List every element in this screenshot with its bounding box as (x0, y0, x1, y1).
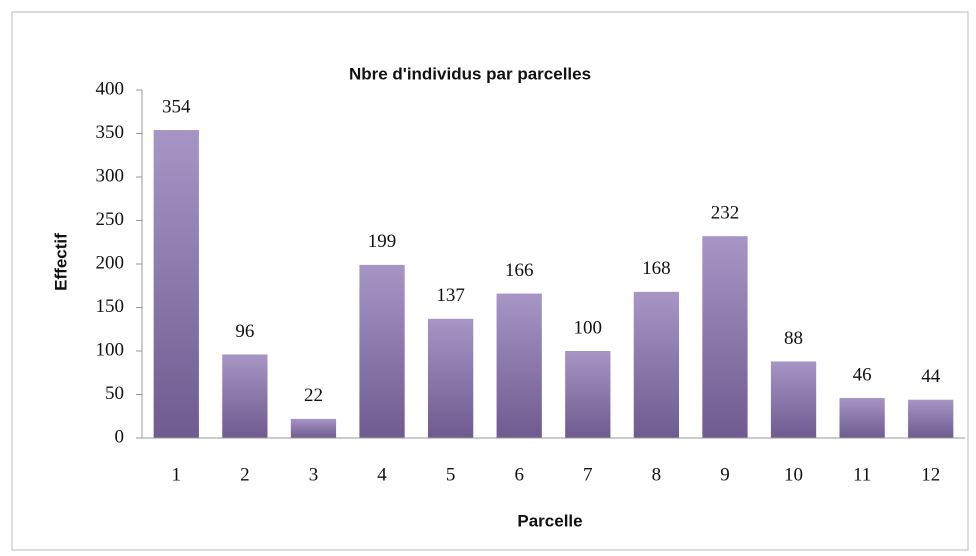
bar (290, 418, 337, 438)
x-tick-label: 11 (853, 464, 871, 485)
data-label: 199 (368, 231, 397, 252)
data-label: 137 (436, 285, 465, 306)
bar (770, 361, 817, 438)
y-tick-label: 350 (96, 122, 125, 143)
x-tick-label: 7 (583, 464, 593, 485)
y-tick-label: 0 (115, 426, 125, 447)
x-tick-label: 4 (377, 464, 387, 485)
data-label: 168 (642, 258, 671, 279)
x-tick-label: 5 (446, 464, 456, 485)
bar (839, 397, 885, 438)
bar (222, 354, 268, 438)
data-label: 166 (505, 260, 534, 281)
x-tick-label: 12 (921, 464, 940, 485)
x-tick-label: 6 (514, 464, 524, 485)
y-tick-label: 400 (96, 78, 125, 99)
x-tick-label: 2 (240, 464, 250, 485)
x-tick-label: 8 (652, 464, 662, 485)
data-label: 22 (304, 385, 323, 406)
y-tick-label: 200 (96, 252, 125, 273)
data-label: 100 (574, 317, 603, 338)
y-tick-label: 50 (105, 383, 124, 404)
y-tick-label: 100 (96, 339, 125, 360)
data-label: 88 (784, 328, 803, 349)
x-axis-label: Parcelle (517, 511, 582, 530)
bar (702, 236, 748, 438)
y-tick-label: 300 (96, 165, 125, 186)
bar (427, 318, 474, 438)
bar (153, 130, 199, 438)
data-label: 96 (235, 321, 254, 342)
data-label: 46 (853, 364, 872, 385)
x-tick-label: 3 (309, 464, 319, 485)
bar (908, 399, 954, 438)
data-label: 354 (162, 96, 191, 117)
bar (496, 293, 542, 438)
y-axis-label: Effectif (51, 233, 70, 291)
y-tick-label: 250 (96, 209, 125, 230)
x-tick-label: 10 (784, 464, 803, 485)
chart-title: Nbre d'individus par parcelles (349, 64, 591, 83)
x-tick-label: 1 (172, 464, 182, 485)
bar (359, 264, 405, 438)
y-tick-label: 150 (96, 296, 125, 317)
bar (633, 291, 680, 438)
x-tick-label: 9 (720, 464, 730, 485)
bar (565, 351, 611, 438)
data-label: 44 (921, 366, 941, 387)
data-label: 232 (711, 203, 740, 224)
